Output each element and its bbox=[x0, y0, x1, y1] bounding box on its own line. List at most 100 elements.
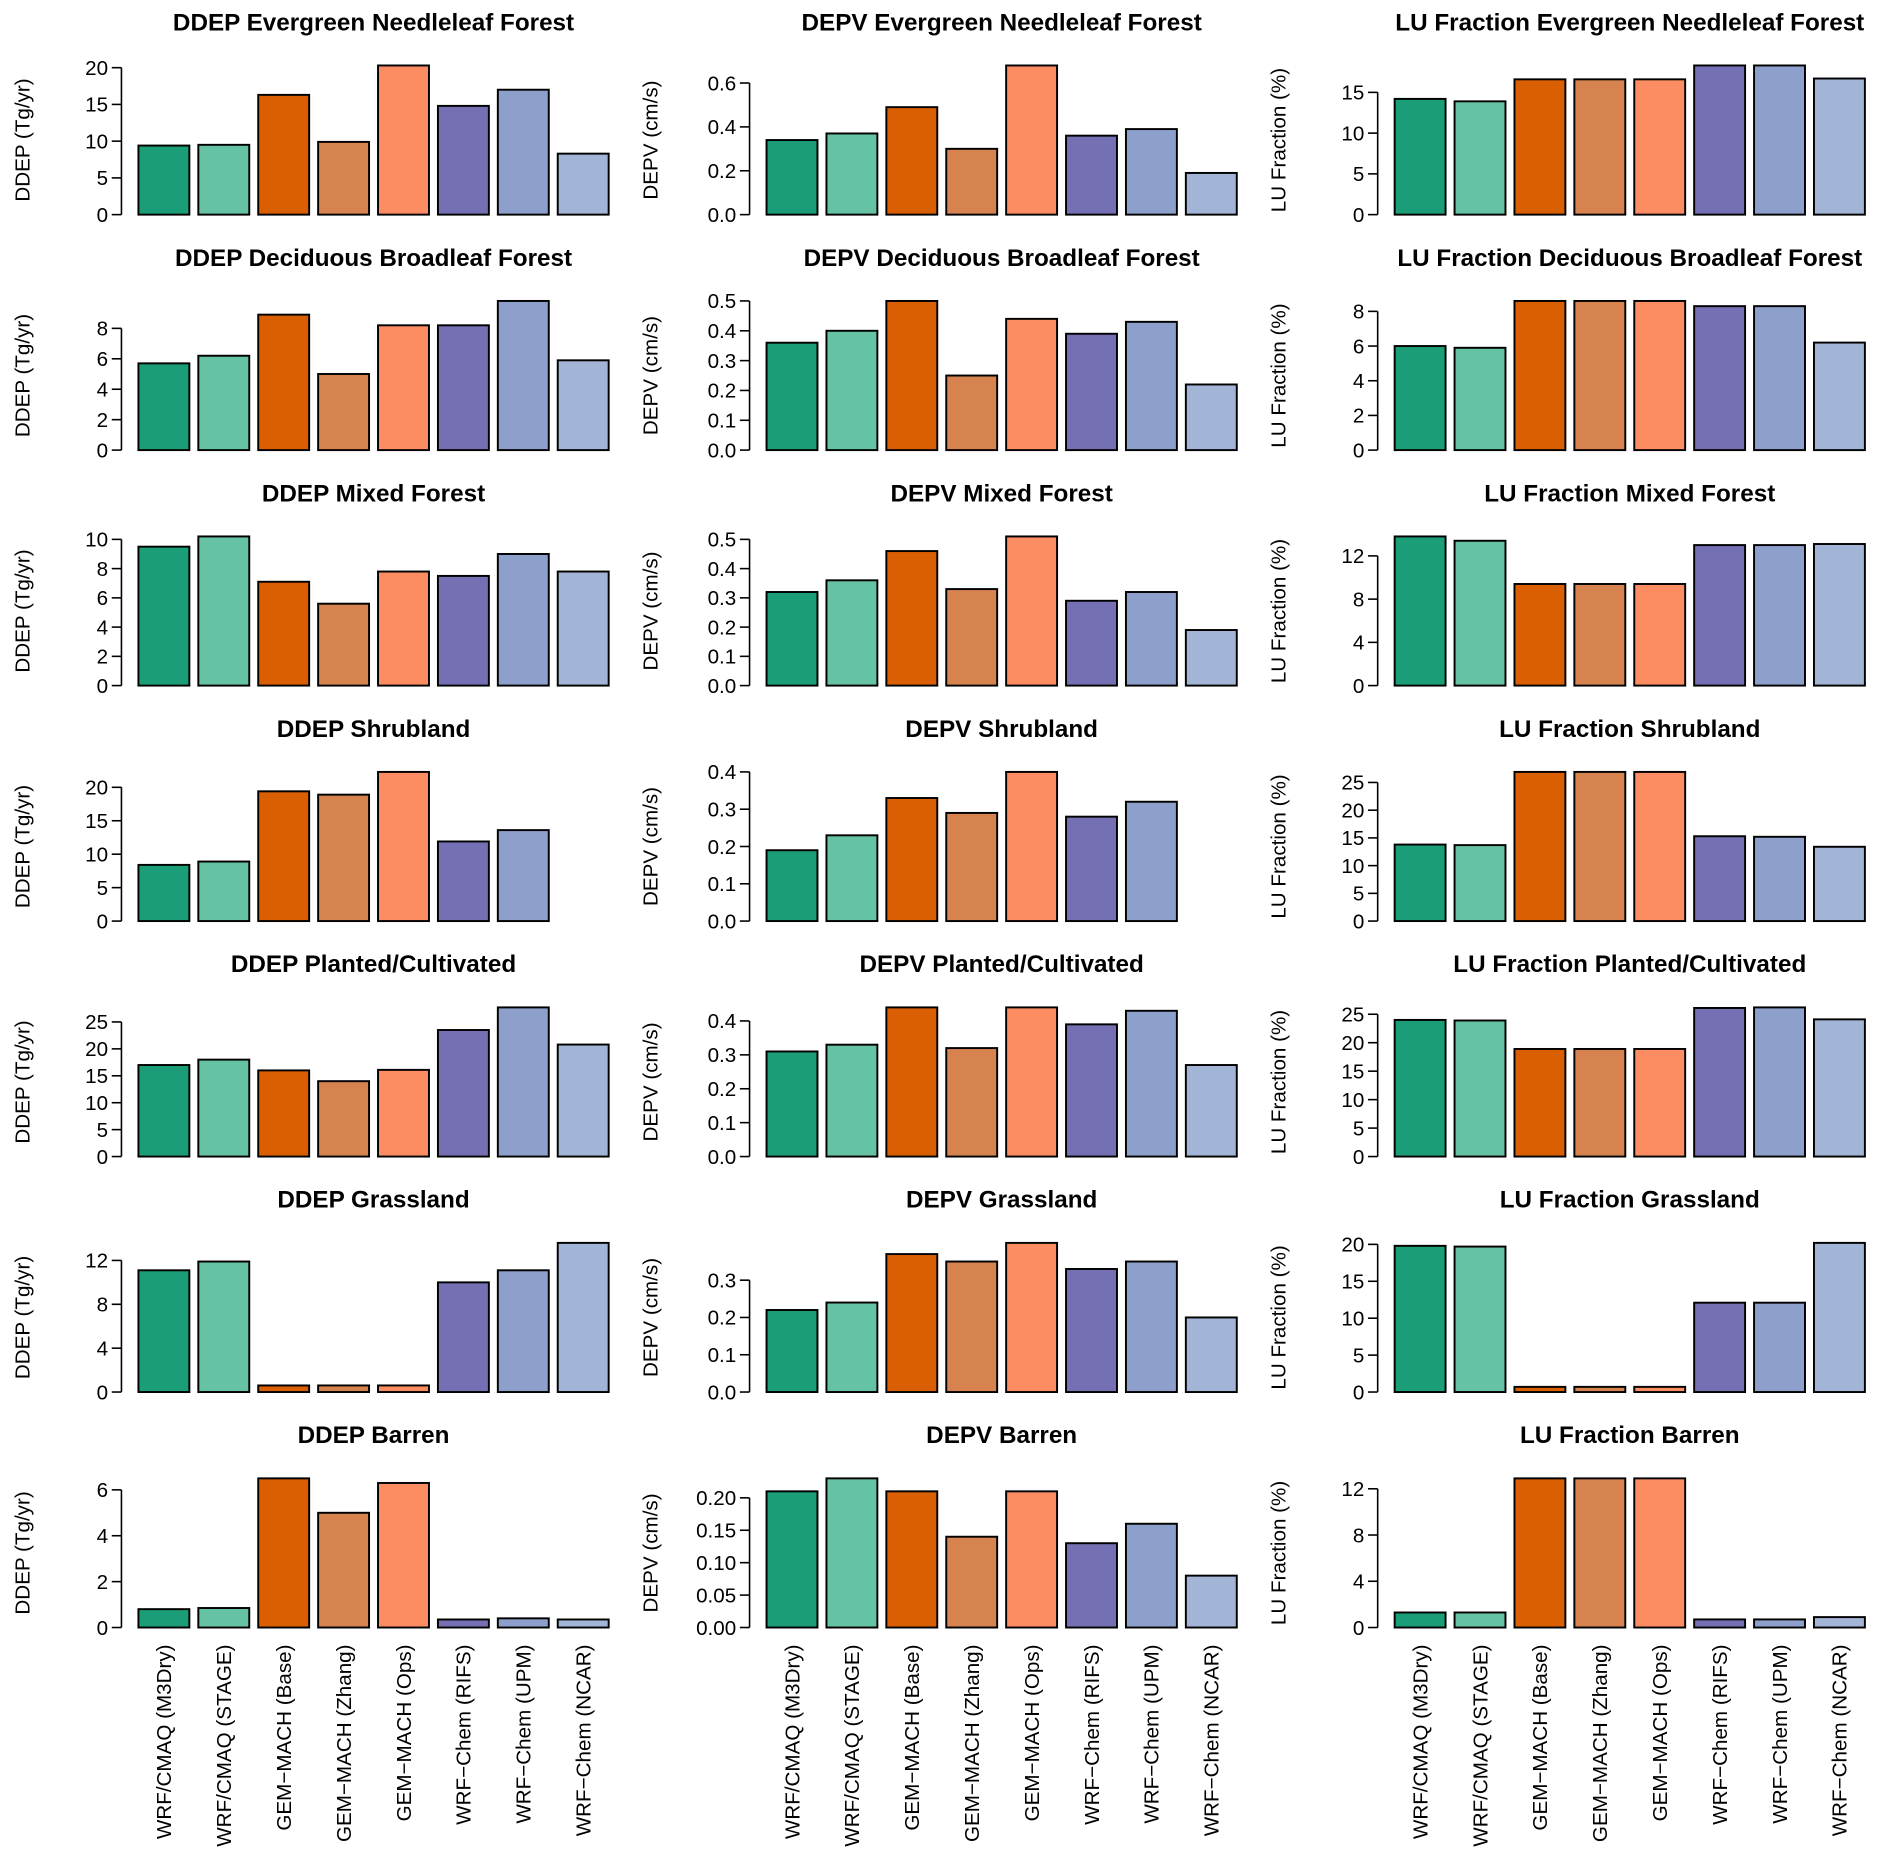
y-axis-label: DDEP (Tg/yr) bbox=[11, 1256, 34, 1379]
bar bbox=[377, 324, 430, 452]
y-axis-label: LU Fraction (%) bbox=[1268, 774, 1291, 918]
x-tick-label: GEM−MACH (Ops) bbox=[1021, 1644, 1044, 1821]
bar bbox=[825, 1043, 879, 1158]
y-tick-label: 4 bbox=[97, 1337, 108, 1360]
y-tick-label: 0.1 bbox=[708, 1112, 737, 1135]
x-tick-label: WRF/CMAQ (STAGE) bbox=[1469, 1644, 1492, 1846]
y-tick-label: 0.0 bbox=[708, 1381, 737, 1404]
bar bbox=[945, 1047, 999, 1158]
bar bbox=[825, 1301, 879, 1394]
bar bbox=[1005, 770, 1059, 923]
y-tick-label: 25 bbox=[1341, 1004, 1364, 1027]
bar bbox=[317, 1080, 371, 1158]
bar bbox=[1453, 1611, 1507, 1629]
y-tick-label: 0.00 bbox=[696, 1617, 736, 1640]
bar bbox=[1633, 1385, 1687, 1394]
y-tick-label: 12 bbox=[1341, 545, 1364, 568]
y-tick-label: 4 bbox=[1353, 632, 1364, 655]
bar bbox=[765, 849, 819, 923]
y-tick-label: 8 bbox=[1353, 588, 1364, 611]
bar bbox=[377, 570, 430, 687]
y-tick-label: 10 bbox=[85, 130, 108, 153]
bar bbox=[496, 829, 550, 923]
bar bbox=[1812, 543, 1866, 687]
bar bbox=[317, 373, 371, 452]
y-axis-label: DEPV (cm/s) bbox=[639, 1022, 662, 1141]
x-tick-label: GEM−MACH (Base) bbox=[1529, 1644, 1552, 1830]
bar bbox=[496, 1269, 550, 1394]
bar bbox=[1065, 134, 1118, 216]
y-tick-label: 0 bbox=[1353, 675, 1364, 698]
bar bbox=[556, 1241, 610, 1394]
bar bbox=[1693, 1618, 1747, 1629]
y-tick-label: 0.2 bbox=[708, 1307, 737, 1330]
x-tick-label: WRF−Chem (NCAR) bbox=[572, 1644, 595, 1836]
y-tick-label: 0.20 bbox=[696, 1487, 736, 1510]
bar bbox=[436, 840, 490, 923]
y-tick-label: 0 bbox=[1353, 204, 1364, 227]
y-tick-label: 12 bbox=[85, 1250, 108, 1273]
bar bbox=[377, 770, 430, 923]
bar bbox=[257, 313, 311, 452]
bar bbox=[1693, 305, 1747, 452]
y-tick-label: 10 bbox=[1341, 855, 1364, 878]
bar bbox=[885, 1006, 939, 1158]
bar bbox=[1393, 843, 1447, 923]
y-tick-label: 5 bbox=[97, 877, 108, 900]
bar bbox=[377, 1384, 430, 1394]
chart-title: DDEP Evergreen Needleleaf Forest bbox=[173, 9, 574, 36]
x-tick-label: WRF−Chem (NCAR) bbox=[1201, 1644, 1224, 1836]
y-tick-label: 20 bbox=[1341, 1032, 1364, 1055]
bar bbox=[945, 811, 999, 923]
y-axis-label: LU Fraction (%) bbox=[1268, 539, 1291, 683]
bar bbox=[765, 139, 819, 216]
bar bbox=[1124, 320, 1178, 452]
chart-title: DDEP Mixed Forest bbox=[262, 480, 485, 507]
y-axis-label: LU Fraction (%) bbox=[1268, 303, 1291, 447]
y-tick-label: 8 bbox=[1353, 1524, 1364, 1547]
y-tick-label: 0.4 bbox=[708, 116, 737, 139]
y-tick-label: 0.05 bbox=[696, 1584, 736, 1607]
bar bbox=[1124, 591, 1178, 687]
bar bbox=[1812, 77, 1866, 216]
bar bbox=[825, 329, 879, 452]
bar bbox=[1573, 1477, 1627, 1629]
y-tick-label: 0.4 bbox=[708, 1010, 737, 1033]
bar bbox=[1633, 1047, 1687, 1158]
x-tick-label: GEM−MACH (Base) bbox=[273, 1644, 296, 1830]
y-tick-label: 0.0 bbox=[708, 675, 737, 698]
y-tick-label: 2 bbox=[1353, 405, 1364, 428]
chart-title: DEPV Planted/Cultivated bbox=[859, 951, 1143, 978]
y-tick-label: 2 bbox=[97, 646, 108, 669]
bar bbox=[1184, 629, 1238, 687]
bar bbox=[1693, 544, 1747, 687]
y-tick-label: 0 bbox=[97, 910, 108, 933]
bar bbox=[765, 591, 819, 687]
bar bbox=[1573, 299, 1627, 452]
bar bbox=[1393, 1611, 1447, 1629]
bar bbox=[1573, 78, 1627, 216]
y-tick-label: 15 bbox=[85, 1065, 108, 1088]
x-tick-label: WRF/CMAQ (STAGE) bbox=[213, 1644, 236, 1846]
bar bbox=[496, 299, 550, 452]
chart-title: DEPV Deciduous Broadleaf Forest bbox=[804, 245, 1200, 272]
bar bbox=[825, 1477, 879, 1629]
y-tick-label: 15 bbox=[85, 810, 108, 833]
x-tick-label: WRF/CMAQ (M3Dry) bbox=[153, 1644, 176, 1839]
bar bbox=[137, 144, 191, 216]
bar bbox=[1124, 1522, 1178, 1629]
y-axis-label: DDEP (Tg/yr) bbox=[11, 314, 34, 437]
bar bbox=[1453, 539, 1507, 687]
bar bbox=[825, 834, 879, 923]
bar bbox=[1065, 1023, 1118, 1158]
y-tick-label: 0 bbox=[97, 1146, 108, 1169]
bar bbox=[1753, 1006, 1806, 1158]
y-tick-label: 8 bbox=[97, 558, 108, 581]
bar bbox=[137, 1064, 191, 1158]
bar bbox=[1513, 1385, 1567, 1394]
chart-title: DEPV Mixed Forest bbox=[890, 480, 1112, 507]
bar bbox=[1633, 1477, 1687, 1629]
x-tick-label: WRF−Chem (UPM) bbox=[513, 1644, 536, 1823]
bar bbox=[317, 602, 371, 687]
y-tick-label: 0.3 bbox=[708, 1269, 737, 1292]
